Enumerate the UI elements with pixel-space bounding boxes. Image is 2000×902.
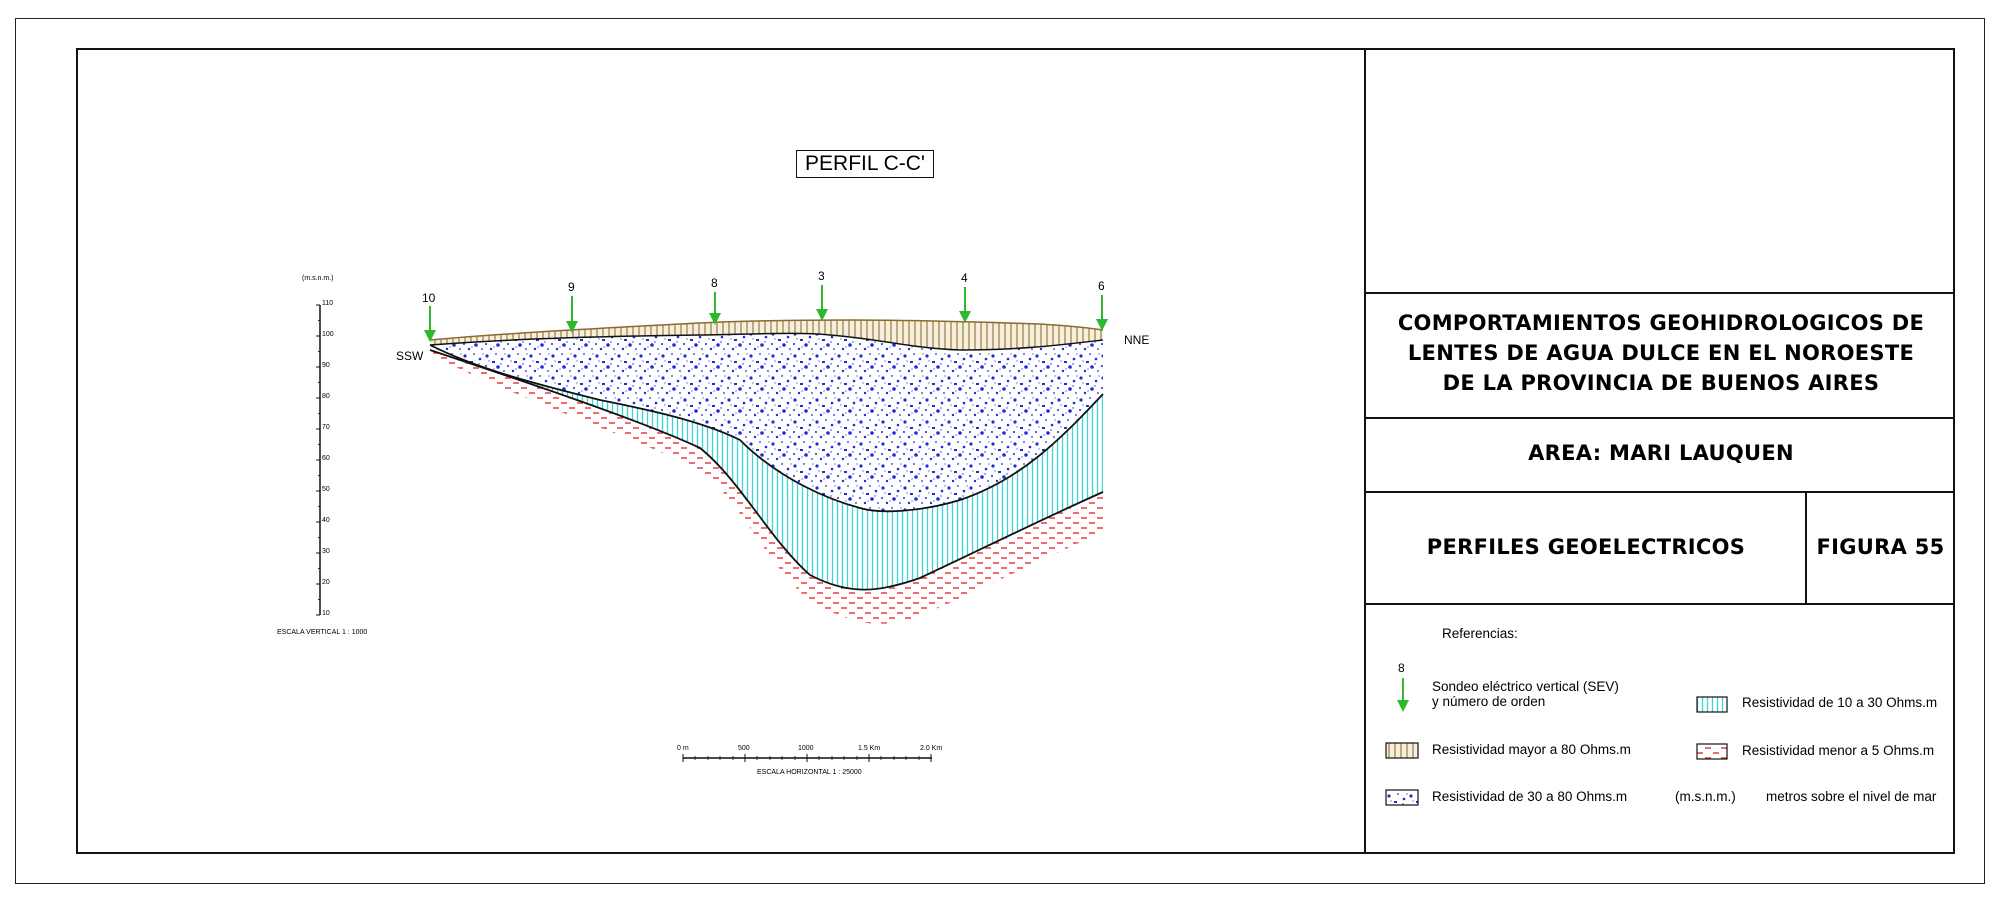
title-block-line-2 — [1365, 417, 1955, 419]
main-title-line: COMPORTAMIENTOS GEOHIDROLOGICOS DE — [1397, 311, 1925, 335]
vertical-scale-label: 50 — [322, 486, 330, 493]
nne-label: NNE — [1124, 333, 1150, 347]
hscale-caption: ESCALA HORIZONTAL 1 : 25000 — [757, 769, 862, 776]
section-label: PERFILES GEOELECTRICOS — [1426, 535, 1746, 559]
title-block-divider — [1364, 48, 1366, 854]
main-title-line: LENTES DE AGUA DULCE EN EL NOROESTE — [1407, 341, 1915, 365]
legend-swatch-low — [1696, 743, 1728, 760]
title-block-line-3 — [1365, 491, 1955, 493]
sev-arrow-3 — [816, 285, 828, 321]
legend-abbr: (m.s.n.m.) — [1675, 789, 1736, 804]
legend-sev-text-line: Sondeo eléctrico vertical (SEV) — [1432, 679, 1619, 694]
vertical-scale-label: 60 — [322, 455, 330, 462]
sev-arrows — [424, 285, 1108, 342]
sev-label: 6 — [1098, 279, 1105, 293]
sev-label: 8 — [711, 276, 718, 290]
profile-title: PERFIL C-C' — [796, 150, 934, 178]
sev-label: 10 — [422, 291, 436, 305]
figure-cell-divider — [1805, 492, 1807, 604]
main-title-line: DE LA PROVINCIA DE BUENOS AIRES — [1442, 371, 1880, 395]
vertical-scale-caption: ESCALA VERTICAL 1 : 1000 — [277, 629, 368, 636]
sev-label: 9 — [568, 280, 575, 294]
sev-arrow-8 — [709, 292, 721, 325]
title-block-line-1 — [1365, 292, 1955, 294]
hscale-label: 1000 — [798, 745, 814, 752]
vertical-scale-label: 80 — [322, 393, 330, 400]
sev-arrow-6 — [1096, 295, 1108, 331]
drawing-frame — [76, 48, 1955, 854]
layer-low-resistivity — [430, 350, 1103, 624]
vertical-scale-label: 90 — [322, 362, 330, 369]
legend-text-10-30: Resistividad de 10 a 30 Ohms.m — [1742, 695, 1938, 710]
sev-arrow-9 — [566, 296, 578, 333]
legend-swatch-10-30 — [1696, 696, 1728, 713]
legend-sev-arrow — [1397, 678, 1409, 712]
vertical-scale-unit: (m.s.n.m.) — [302, 275, 334, 282]
area-label: AREA: MARI LAUQUEN — [1528, 441, 1794, 465]
ssw-label: SSW — [396, 349, 424, 363]
legend-abbr-meaning: metros sobre el nivel de mar — [1766, 789, 1937, 804]
hscale-label: 1.5 Km — [858, 745, 881, 752]
hscale-label: 0 m — [677, 745, 689, 752]
legend-swatches — [1385, 678, 1728, 806]
vertical-scale-label: 40 — [322, 517, 330, 524]
horizontal-scale — [682, 754, 932, 762]
layer-high-resistivity — [430, 320, 1103, 350]
hscale-label: 2.0 Km — [920, 745, 943, 752]
legend-swatch-30-80 — [1385, 789, 1419, 806]
title-block-line-4 — [1365, 603, 1955, 605]
figure-label: FIGURA 55 — [1816, 535, 1945, 559]
vertical-scale-label: 20 — [322, 579, 330, 586]
sev-label: 4 — [961, 271, 968, 285]
outer-frame — [15, 18, 1985, 884]
hscale-label: 500 — [738, 745, 750, 752]
layer-30-80 — [430, 345, 1103, 512]
legend-heading: Referencias: — [1442, 626, 1518, 641]
sev-arrow-10 — [424, 306, 436, 342]
vertical-scale-label: 10 — [322, 610, 330, 617]
vertical-scale — [316, 304, 321, 616]
legend-swatch-high — [1385, 742, 1419, 759]
main-title: COMPORTAMIENTOS GEOHIDROLOGICOS DE LENTE… — [1366, 308, 1956, 398]
vertical-scale-label: 110 — [322, 300, 334, 307]
sev-arrow-4 — [959, 287, 971, 323]
legend-text-low: Resistividad menor a 5 Ohms.m — [1742, 743, 1935, 758]
vertical-scale-label: 70 — [322, 424, 330, 431]
legend-sev-text-line: y número de orden — [1432, 694, 1546, 709]
legend-text-high: Resistividad mayor a 80 Ohms.m — [1432, 742, 1631, 757]
legend-text-30-80: Resistividad de 30 a 80 Ohms.m — [1432, 789, 1628, 804]
sev-label: 3 — [818, 269, 825, 283]
legend-sev-number: 8 — [1398, 661, 1405, 675]
vertical-scale-label: 100 — [322, 331, 334, 338]
vertical-scale-label: 30 — [322, 548, 330, 555]
layer-10-30 — [430, 350, 1103, 590]
legend-sev-text: Sondeo eléctrico vertical (SEV) y número… — [1432, 679, 1619, 709]
